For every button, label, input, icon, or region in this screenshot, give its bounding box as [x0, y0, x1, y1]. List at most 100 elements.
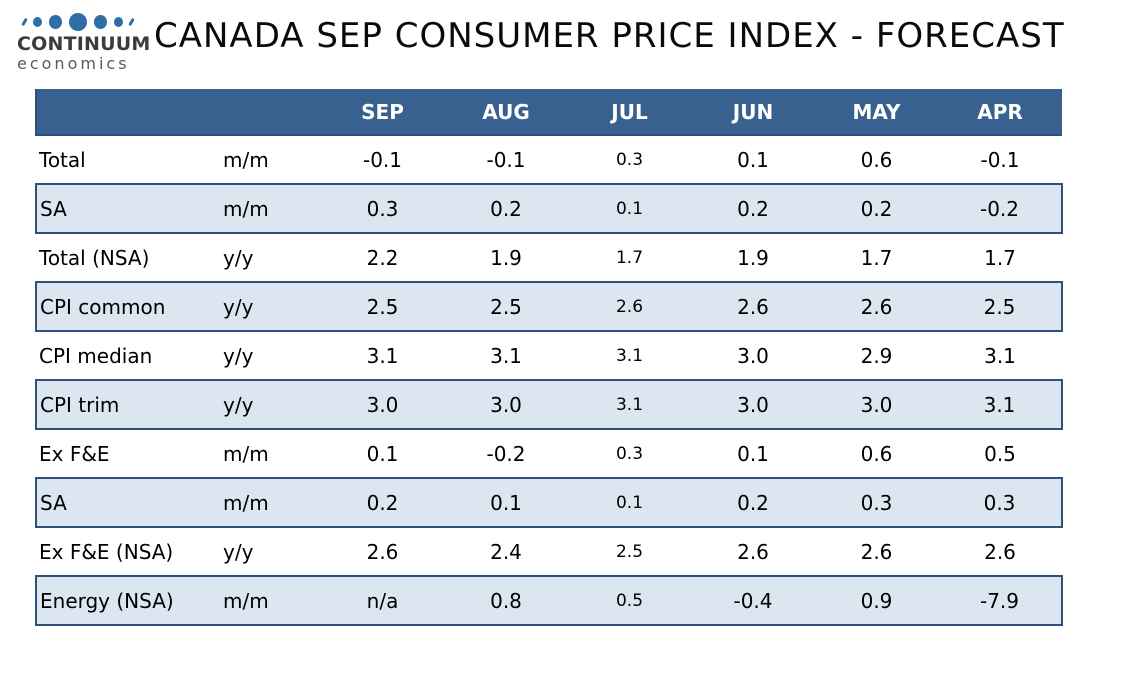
row-label: Energy (NSA): [35, 575, 221, 626]
table-row: Total (NSA) y/y 2.2 1.9 1.7 1.9 1.7 1.7: [36, 233, 1062, 282]
cell-value: 0.2: [815, 183, 938, 234]
row-label: SA: [35, 477, 221, 528]
table-row: SA m/m 0.3 0.2 0.1 0.2 0.2 -0.2: [35, 183, 1063, 234]
row-unit: m/m: [221, 135, 321, 184]
cell-value: 2.6: [691, 281, 815, 332]
table-row: SA m/m 0.2 0.1 0.1 0.2 0.3 0.3: [35, 477, 1063, 528]
logo-wordmark: CONTINUUM: [17, 33, 151, 55]
row-label: Total: [36, 135, 221, 184]
cpi-forecast-table: SEP AUG JUL JUN MAY APR Total m/m -0.1 -0.1 0.3 0.…: [35, 89, 1063, 626]
cell-value: -7.9: [938, 575, 1063, 626]
cell-value: 2.2: [321, 233, 444, 282]
cell-value: 3.0: [815, 379, 938, 430]
cell-value: 0.5: [938, 429, 1062, 478]
logo-dot-tick-icon: [21, 17, 28, 27]
cell-value: 3.0: [444, 379, 568, 430]
cell-value: 2.6: [938, 527, 1062, 576]
cell-value: 2.6: [568, 281, 691, 332]
row-unit: m/m: [221, 429, 321, 478]
table-row: CPI trim y/y 3.0 3.0 3.1 3.0 3.0 3.1: [35, 379, 1063, 430]
cell-value: 0.3: [938, 477, 1063, 528]
cell-value: 0.2: [691, 183, 815, 234]
row-unit: y/y: [221, 527, 321, 576]
row-label: CPI median: [36, 331, 221, 380]
cell-value: 3.1: [321, 331, 444, 380]
cell-value: -0.1: [938, 135, 1062, 184]
cell-value: 0.6: [815, 135, 938, 184]
cell-value: 0.3: [815, 477, 938, 528]
row-label: Ex F&E (NSA): [36, 527, 221, 576]
cell-value: 0.1: [321, 429, 444, 478]
cell-value: 0.1: [568, 183, 691, 234]
cell-value: 2.5: [321, 281, 444, 332]
table-body: Total m/m -0.1 -0.1 0.3 0.1 0.6 -0.1 SA m/m 0.3 0.2…: [35, 135, 1063, 626]
row-unit: y/y: [221, 331, 321, 380]
logo-dots-icon: [17, 12, 139, 32]
cell-value: 0.1: [444, 477, 568, 528]
cell-value: 3.1: [568, 379, 691, 430]
logo-dot-icon: [114, 17, 123, 27]
cell-value: 1.7: [568, 233, 691, 282]
table-row: Ex F&E m/m 0.1 -0.2 0.3 0.1 0.6 0.5: [36, 429, 1062, 478]
cell-value: n/a: [321, 575, 444, 626]
table-row: Total m/m -0.1 -0.1 0.3 0.1 0.6 -0.1: [36, 135, 1062, 184]
cell-value: 2.6: [815, 527, 938, 576]
table-row: CPI common y/y 2.5 2.5 2.6 2.6 2.6 2.5: [35, 281, 1063, 332]
column-header-apr: APR: [938, 89, 1062, 136]
cell-value: 0.1: [691, 429, 815, 478]
cell-value: 2.4: [444, 527, 568, 576]
logo-dot-icon: [69, 13, 87, 31]
row-label: CPI common: [35, 281, 221, 332]
cell-value: 3.0: [321, 379, 444, 430]
cell-value: 0.3: [321, 183, 444, 234]
table-row: Energy (NSA) m/m n/a 0.8 0.5 -0.4 0.9 -7.9: [35, 575, 1063, 626]
row-label: Total (NSA): [36, 233, 221, 282]
logo-dot-icon: [94, 15, 107, 29]
cell-value: 3.0: [691, 331, 815, 380]
cell-value: 1.9: [691, 233, 815, 282]
column-header-blank: [35, 89, 221, 136]
logo-subname: economics: [17, 53, 130, 73]
cell-value: 2.5: [444, 281, 568, 332]
cell-value: 2.5: [568, 527, 691, 576]
cell-value: -0.4: [691, 575, 815, 626]
cell-value: 0.8: [444, 575, 568, 626]
page-title: CANADA SEP CONSUMER PRICE INDEX - FORECA…: [154, 16, 1065, 56]
cell-value: 2.6: [321, 527, 444, 576]
cell-value: 0.5: [568, 575, 691, 626]
cell-value: 2.6: [691, 527, 815, 576]
row-label: Ex F&E: [36, 429, 221, 478]
cell-value: 0.1: [568, 477, 691, 528]
column-header-blank: [221, 89, 321, 136]
cell-value: -0.1: [444, 135, 568, 184]
cell-value: -0.1: [321, 135, 444, 184]
logo-dot-icon: [33, 17, 42, 27]
table-row: CPI median y/y 3.1 3.1 3.1 3.0 2.9 3.1: [36, 331, 1062, 380]
row-label: SA: [35, 183, 221, 234]
row-unit: m/m: [221, 183, 321, 234]
column-header-jul: JUL: [568, 89, 691, 136]
cell-value: 0.3: [568, 429, 691, 478]
cell-value: 1.7: [815, 233, 938, 282]
table-header-row: SEP AUG JUL JUN MAY APR: [35, 89, 1062, 136]
cell-value: 2.6: [815, 281, 938, 332]
logo-dot-icon: [49, 15, 62, 29]
row-label: CPI trim: [35, 379, 221, 430]
cell-value: 0.9: [815, 575, 938, 626]
cell-value: 0.3: [568, 135, 691, 184]
cell-value: 2.9: [815, 331, 938, 380]
row-unit: m/m: [221, 575, 321, 626]
column-header-aug: AUG: [444, 89, 568, 136]
cell-value: 3.1: [938, 379, 1063, 430]
row-unit: m/m: [221, 477, 321, 528]
table-header: SEP AUG JUL JUN MAY APR: [35, 89, 1062, 136]
cell-value: 3.1: [444, 331, 568, 380]
row-unit: y/y: [221, 281, 321, 332]
column-header-jun: JUN: [691, 89, 815, 136]
cell-value: 0.2: [321, 477, 444, 528]
column-header-sep: SEP: [321, 89, 444, 136]
row-unit: y/y: [221, 379, 321, 430]
cell-value: -0.2: [938, 183, 1063, 234]
cell-value: 0.1: [691, 135, 815, 184]
continuum-logo: CONTINUUM economics: [17, 12, 151, 73]
